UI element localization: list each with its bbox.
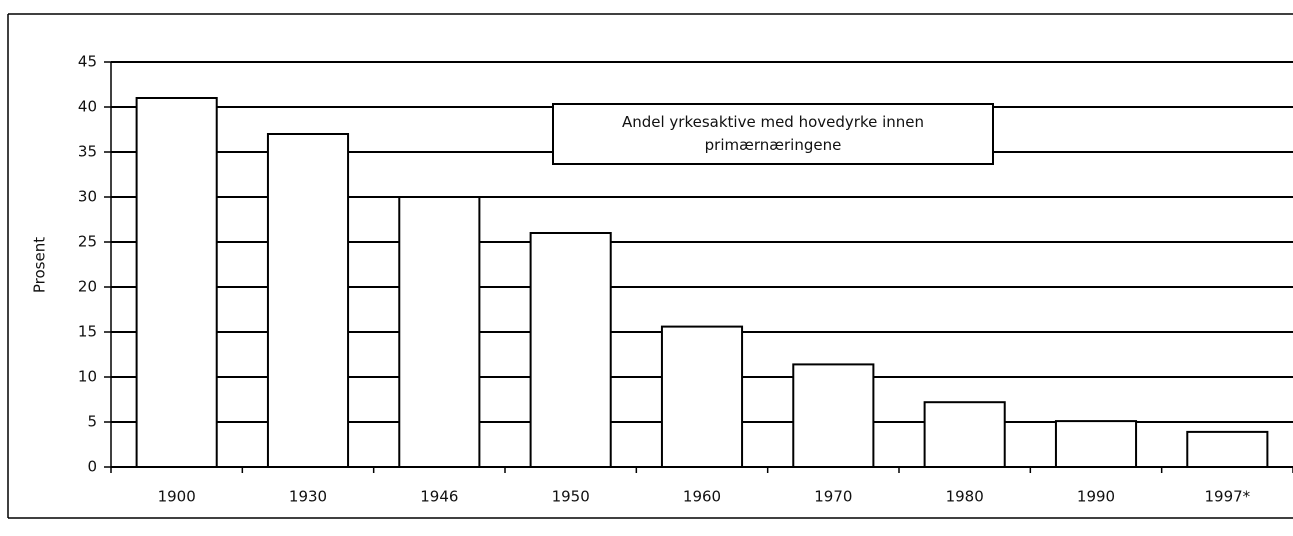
bar (660, 325, 744, 468)
bar (923, 401, 1006, 469)
x-tick-label: 1970 (814, 488, 852, 506)
bar (1054, 420, 1138, 469)
y-tick-label: 45 (78, 53, 97, 71)
y-axis-label: Prosent (31, 237, 49, 293)
y-tick-label: 25 (78, 233, 97, 251)
bar (266, 133, 350, 468)
y-tick-label: 20 (78, 278, 97, 296)
bar (529, 232, 612, 468)
bar (135, 97, 218, 468)
x-tick-label: 1950 (552, 488, 590, 506)
y-tick-label: 40 (78, 98, 97, 116)
x-tick-label: 1980 (946, 488, 984, 506)
y-tick-label: 10 (78, 368, 97, 386)
x-tick-label: 1997* (1204, 488, 1250, 506)
y-tick-label: 0 (87, 458, 97, 476)
bar (792, 363, 875, 468)
annotation: Andel yrkesaktive med hovedyrke innen pr… (552, 103, 994, 165)
x-tick-label: 1946 (420, 488, 458, 506)
y-tick-label: 30 (78, 188, 97, 206)
y-tick-label: 35 (78, 143, 97, 161)
bar (1186, 430, 1269, 468)
y-tick-label: 15 (78, 323, 97, 341)
y-tick-label: 5 (87, 413, 97, 431)
x-tick-label: 1900 (158, 488, 196, 506)
bar (398, 196, 481, 468)
x-tick-label: 1960 (683, 488, 721, 506)
x-tick-label: 1990 (1077, 488, 1115, 506)
x-tick-label: 1930 (289, 488, 327, 506)
